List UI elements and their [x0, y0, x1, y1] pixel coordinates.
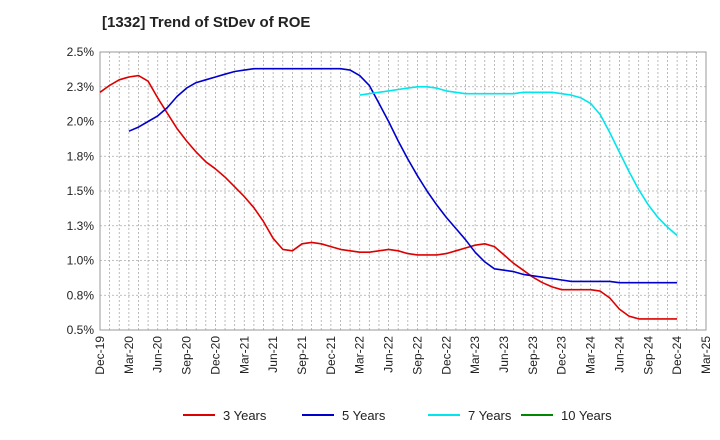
legend-label: 5 Years: [342, 408, 386, 423]
x-tick-label: Sep-23: [526, 336, 540, 375]
x-tick-label: Dec-19: [93, 336, 107, 375]
x-tick-label: Dec-20: [208, 336, 222, 375]
x-tick-label: Jun-21: [266, 336, 280, 373]
x-tick-label: Jun-22: [382, 336, 396, 373]
x-tick-label: Jun-24: [612, 336, 626, 373]
x-tick-label: Sep-21: [295, 336, 309, 375]
x-tick-label: Sep-22: [410, 336, 424, 375]
series-line-7-years: [359, 86, 678, 237]
series-line-3-years: [99, 74, 678, 320]
legend-label: 10 Years: [561, 408, 612, 423]
y-tick-label: 0.8%: [67, 288, 95, 302]
y-tick-label: 0.5%: [67, 323, 95, 337]
x-tick-label: Jun-23: [497, 336, 511, 373]
x-tick-label: Dec-24: [670, 336, 684, 375]
y-tick-label: 1.8%: [67, 149, 95, 163]
plot-frame: [99, 51, 707, 331]
y-tick-label: 2.5%: [67, 45, 95, 59]
x-tick-label: Mar-21: [237, 336, 251, 374]
legend-label: 7 Years: [468, 408, 512, 423]
x-tick-label: Jun-20: [151, 336, 165, 373]
x-tick-label: Dec-21: [324, 336, 338, 375]
legend-label: 3 Years: [223, 408, 267, 423]
y-tick-label: 1.0%: [67, 254, 95, 268]
legend: 3 Years 5 Years 7 Years 10 Years: [183, 408, 612, 423]
series-lines: [99, 67, 678, 320]
x-tick-label: Mar-23: [468, 336, 482, 374]
x-tick-label: Mar-20: [122, 336, 136, 374]
x-tick-label: Mar-25: [699, 336, 713, 374]
grid: [100, 52, 706, 330]
x-tick-label: Sep-20: [180, 336, 194, 375]
x-tick-label: Mar-24: [584, 336, 598, 374]
y-tick-label: 1.3%: [67, 219, 95, 233]
chart-title: [1332] Trend of StDev of ROE: [102, 14, 310, 31]
x-tick-label: Mar-22: [353, 336, 367, 374]
y-axis-tick-labels: 0.5% 0.8% 1.0% 1.3% 1.5% 1.8% 2.0% 2.3% 2.5%: [67, 45, 95, 337]
x-tick-label: Dec-22: [439, 336, 453, 375]
y-tick-label: 1.5%: [67, 184, 95, 198]
series-line-5-years: [128, 67, 678, 284]
x-tick-label: Sep-24: [641, 336, 655, 375]
x-tick-label: Dec-23: [555, 336, 569, 375]
y-tick-label: 2.0%: [67, 115, 95, 129]
y-tick-label: 2.3%: [67, 80, 95, 94]
x-axis-tick-labels: Dec-19 Mar-20 Jun-20 Sep-20 Dec-20 Mar-21 Jun-…: [93, 336, 713, 375]
